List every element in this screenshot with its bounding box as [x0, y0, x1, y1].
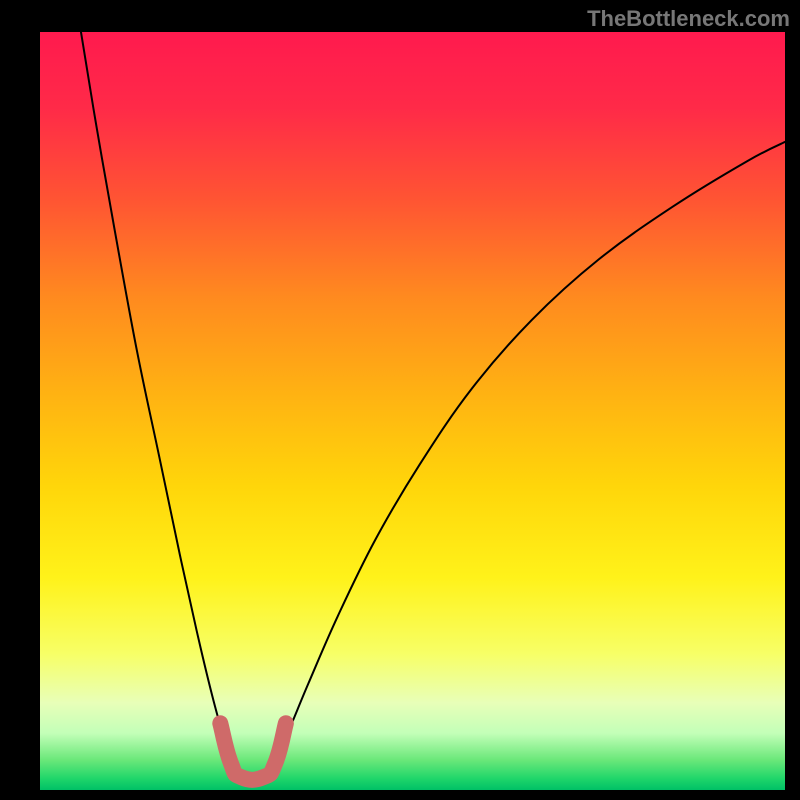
- bottleneck-chart: [40, 32, 785, 790]
- watermark-text: TheBottleneck.com: [587, 6, 790, 32]
- plot-area: [40, 32, 785, 790]
- gradient-background: [40, 32, 785, 790]
